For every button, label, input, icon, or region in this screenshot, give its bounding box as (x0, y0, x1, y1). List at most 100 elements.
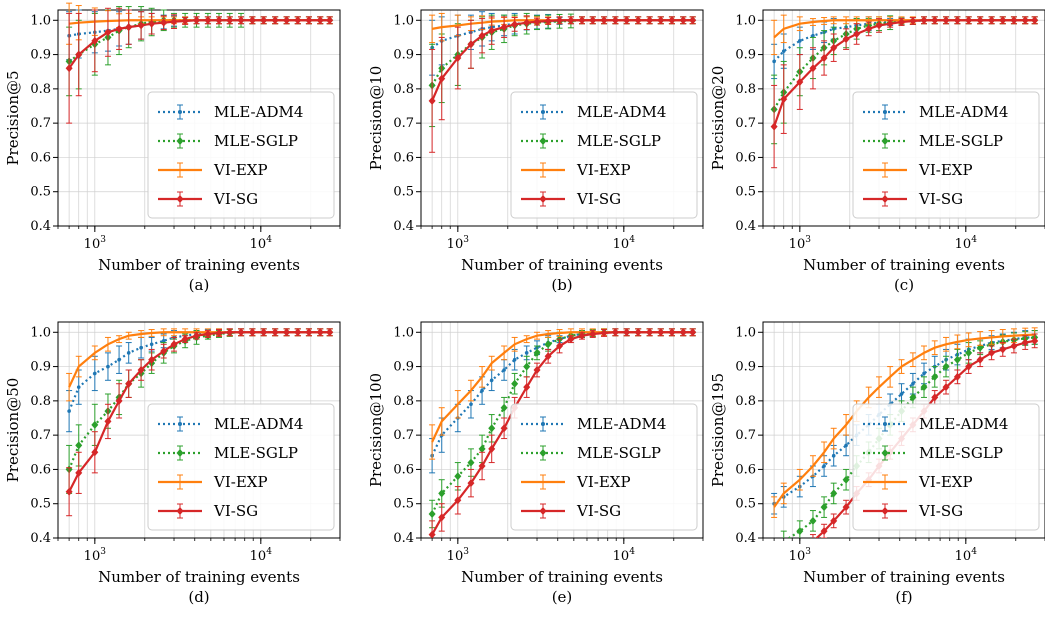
x-axis-label: Number of training events (803, 568, 1005, 586)
data-point (115, 396, 123, 405)
legend-marker (176, 195, 184, 203)
panel-label: (a) (189, 276, 210, 294)
x-tick-label: 104 (250, 235, 273, 252)
y-axis-label: Precision@50 (4, 378, 22, 483)
y-tick-label: 0.5 (735, 497, 756, 512)
plot-frame (57, 321, 341, 539)
data-point (600, 328, 608, 337)
y-tick-label: 0.4 (30, 219, 51, 234)
y-tick-label: 0.7 (735, 428, 756, 443)
y-tick-label: 0.6 (393, 150, 414, 165)
data-point (91, 448, 99, 457)
y-tick-label: 0.5 (393, 497, 414, 512)
data-point (589, 330, 597, 338)
series-group (65, 328, 334, 517)
data-point (193, 16, 201, 25)
data-point (91, 36, 99, 45)
data-point (215, 328, 223, 337)
data-point (942, 362, 950, 371)
y-axis-label: Precision@195 (709, 373, 727, 487)
data-point (931, 16, 939, 25)
data-point (842, 475, 850, 484)
legend-marker (539, 137, 547, 145)
plot-frame (762, 9, 1045, 227)
data-point (953, 372, 961, 381)
data-point (796, 78, 804, 86)
y-tick-label: 0.6 (30, 150, 51, 165)
legend-label: VI-EXP (918, 161, 973, 179)
data-point (965, 16, 973, 25)
data-point (770, 122, 778, 131)
legend-label: VI-EXP (576, 161, 631, 179)
data-point (780, 95, 788, 104)
legend-marker (541, 110, 545, 114)
data-point (500, 403, 508, 412)
data-point (67, 409, 71, 413)
y-tick-label: 0.8 (393, 82, 414, 97)
series-group (65, 2, 334, 124)
x-tick-label: 103 (789, 235, 812, 252)
legend-label: VI-EXP (213, 161, 268, 179)
data-point (679, 16, 687, 25)
data-point (488, 444, 496, 453)
data-point (512, 357, 517, 362)
y-tick-label: 0.8 (30, 82, 51, 97)
data-point (820, 527, 828, 536)
data-point (875, 21, 883, 30)
data-point (226, 16, 234, 25)
data-point (204, 16, 212, 25)
y-tick-label: 0.8 (735, 394, 756, 409)
data-point (830, 43, 838, 52)
data-point (91, 420, 99, 429)
series-group (428, 11, 697, 153)
data-point (523, 362, 531, 371)
data-point (75, 50, 83, 59)
data-point (454, 472, 462, 481)
data-point (148, 355, 156, 364)
data-point (137, 21, 145, 30)
legend-marker (178, 422, 182, 426)
data-point (942, 16, 950, 25)
data-point (181, 335, 189, 344)
legend-box (852, 91, 1040, 219)
y-tick-label: 0.4 (735, 531, 756, 546)
data-point (488, 26, 496, 35)
y-tick-label: 0.7 (735, 116, 756, 131)
legend-label: VI-SG (213, 190, 258, 208)
legend-marker (881, 137, 889, 145)
data-point (772, 59, 776, 64)
data-point (623, 328, 631, 337)
series-group (428, 328, 697, 538)
data-point (679, 328, 687, 337)
data-point (976, 355, 984, 364)
data-point (215, 16, 223, 25)
data-point (511, 379, 519, 388)
y-tick-label: 0.9 (30, 48, 51, 63)
y-tick-label: 0.9 (30, 360, 51, 375)
data-point (853, 30, 861, 38)
data-point (271, 328, 279, 337)
legend-label: VI-EXP (213, 473, 268, 491)
x-axis-label: Number of training events (461, 256, 663, 274)
data-point (842, 35, 850, 44)
data-point (428, 530, 436, 538)
data-point (611, 328, 619, 337)
data-point (668, 16, 676, 25)
x-tick-label: 103 (447, 547, 470, 564)
data-point (502, 368, 506, 372)
legend-marker (539, 507, 547, 515)
data-point (781, 49, 786, 53)
series-group (770, 14, 1039, 169)
legend-marker (178, 110, 182, 114)
data-point (117, 357, 121, 362)
data-point (1021, 16, 1029, 25)
y-axis-label: Precision@20 (709, 66, 727, 171)
data-point (812, 537, 814, 538)
series-line-vi-exp (773, 333, 1035, 508)
panel-label: (d) (188, 588, 209, 606)
data-point (500, 23, 508, 32)
data-point (1031, 336, 1039, 345)
data-point (170, 17, 178, 26)
legend-label: MLE-ADM4 (919, 415, 1008, 433)
data-point (271, 16, 279, 25)
